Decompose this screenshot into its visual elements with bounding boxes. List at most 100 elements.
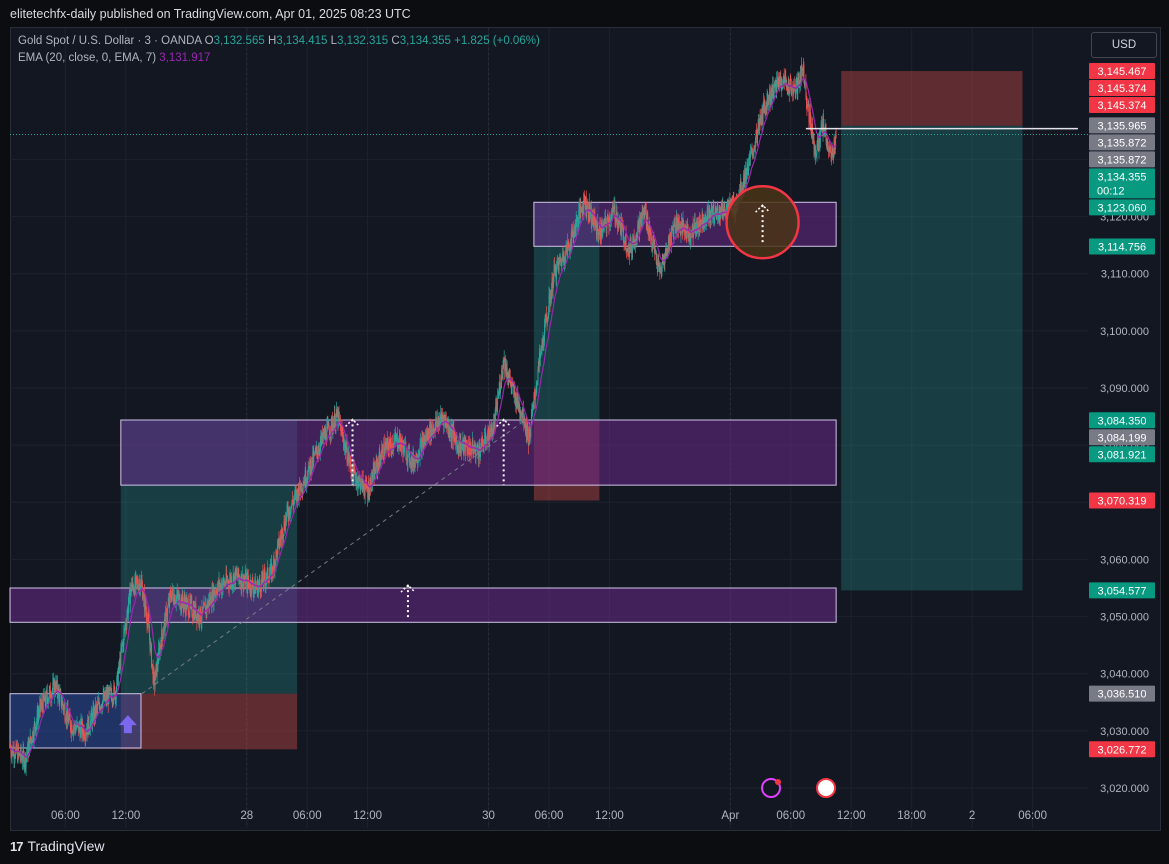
candle-body <box>660 270 662 277</box>
candle-body <box>726 206 728 209</box>
candle-body <box>95 706 97 716</box>
candle-body <box>500 387 502 392</box>
x-tick-label: 30 <box>482 810 495 822</box>
candle-body <box>501 368 503 375</box>
candle-body <box>659 271 661 273</box>
candle-body <box>126 609 128 618</box>
price-label-text: 3,054.577 <box>1098 585 1147 597</box>
position-boxes <box>120 71 1023 750</box>
candle-body <box>250 591 252 594</box>
candle-body <box>316 447 318 452</box>
candle-body <box>581 208 583 213</box>
candle-body <box>71 724 73 734</box>
candle-body <box>688 232 689 239</box>
candle-body <box>502 374 504 375</box>
candle-body <box>396 434 398 437</box>
candle-body <box>572 229 574 235</box>
candle-body <box>765 108 767 110</box>
candle-body <box>212 589 213 605</box>
candle-body <box>21 757 23 762</box>
x-tick-label: 06:00 <box>293 810 322 822</box>
candle-body <box>170 598 172 601</box>
candle-body <box>202 607 204 612</box>
candle-body <box>448 424 450 435</box>
candle-body <box>66 708 68 722</box>
candle-body <box>68 714 70 719</box>
candle-body <box>145 608 147 613</box>
candle-body <box>638 220 640 234</box>
candle-body <box>518 402 520 413</box>
candle-body <box>219 580 221 589</box>
candle-body <box>531 411 533 415</box>
candle-body <box>160 645 162 649</box>
candle-body <box>814 146 816 154</box>
candle-body <box>525 423 527 430</box>
candle-body <box>432 430 434 432</box>
candle-body <box>136 580 138 582</box>
candle-body <box>298 493 300 500</box>
candle-body <box>154 677 156 687</box>
candle-body <box>294 492 296 494</box>
candle-body <box>212 586 214 605</box>
candle-body <box>197 611 199 619</box>
tradingview-logo[interactable]: 17 TradingView <box>10 838 105 854</box>
candle-body <box>409 447 410 462</box>
candle-body <box>830 152 832 158</box>
candle-body <box>326 426 328 443</box>
candle-body <box>830 146 832 153</box>
currency-button[interactable]: USD <box>1091 32 1157 58</box>
candle-body <box>242 574 244 589</box>
candle-body <box>574 226 576 232</box>
candle-body <box>254 578 256 587</box>
candle-body <box>61 705 63 706</box>
candle-body <box>113 685 115 700</box>
candle-body <box>182 594 184 603</box>
candle-body <box>114 687 116 699</box>
ema-legend[interactable]: EMA (20, close, 0, EMA, 7) 3,131.917 <box>18 52 210 64</box>
candle-body <box>165 610 167 629</box>
candle-body <box>399 433 401 448</box>
candle-body <box>756 134 758 144</box>
candle-body <box>816 153 817 157</box>
candle-body <box>388 448 390 453</box>
candle-body <box>831 151 833 158</box>
candle-body <box>135 576 137 586</box>
candle-body <box>552 277 553 292</box>
candle-body <box>826 141 828 147</box>
us-flag-icon[interactable] <box>816 778 836 798</box>
candle-body <box>488 427 490 445</box>
candle-body <box>106 693 108 700</box>
candle-body <box>389 438 391 446</box>
candle-body <box>824 125 826 130</box>
candle-body <box>159 648 161 656</box>
candle-body <box>184 598 186 605</box>
candle-body <box>155 664 157 669</box>
candle-body <box>142 598 144 600</box>
candle-body <box>643 209 645 214</box>
candle-body <box>727 202 729 207</box>
candle-body <box>702 213 704 229</box>
candle-body <box>617 219 619 228</box>
candle-body <box>765 106 767 110</box>
candle-body <box>743 177 745 188</box>
candle-body <box>794 84 796 86</box>
candle-body <box>788 92 790 95</box>
candle-body <box>191 615 193 617</box>
candle-body <box>216 590 217 594</box>
candle-body <box>564 261 566 264</box>
candle-body <box>700 223 702 228</box>
candle-body <box>177 595 179 600</box>
candle-body <box>579 204 581 219</box>
candle-body <box>786 86 788 87</box>
candle-body <box>204 604 206 606</box>
candle-body <box>201 606 203 621</box>
candle-body <box>142 585 143 600</box>
candle-body <box>33 739 35 740</box>
candle-body <box>679 224 681 225</box>
candle-body <box>139 582 141 592</box>
candle-body <box>29 736 31 752</box>
candle-body <box>414 457 416 468</box>
candle-body <box>237 568 239 579</box>
candle-body <box>274 561 276 571</box>
